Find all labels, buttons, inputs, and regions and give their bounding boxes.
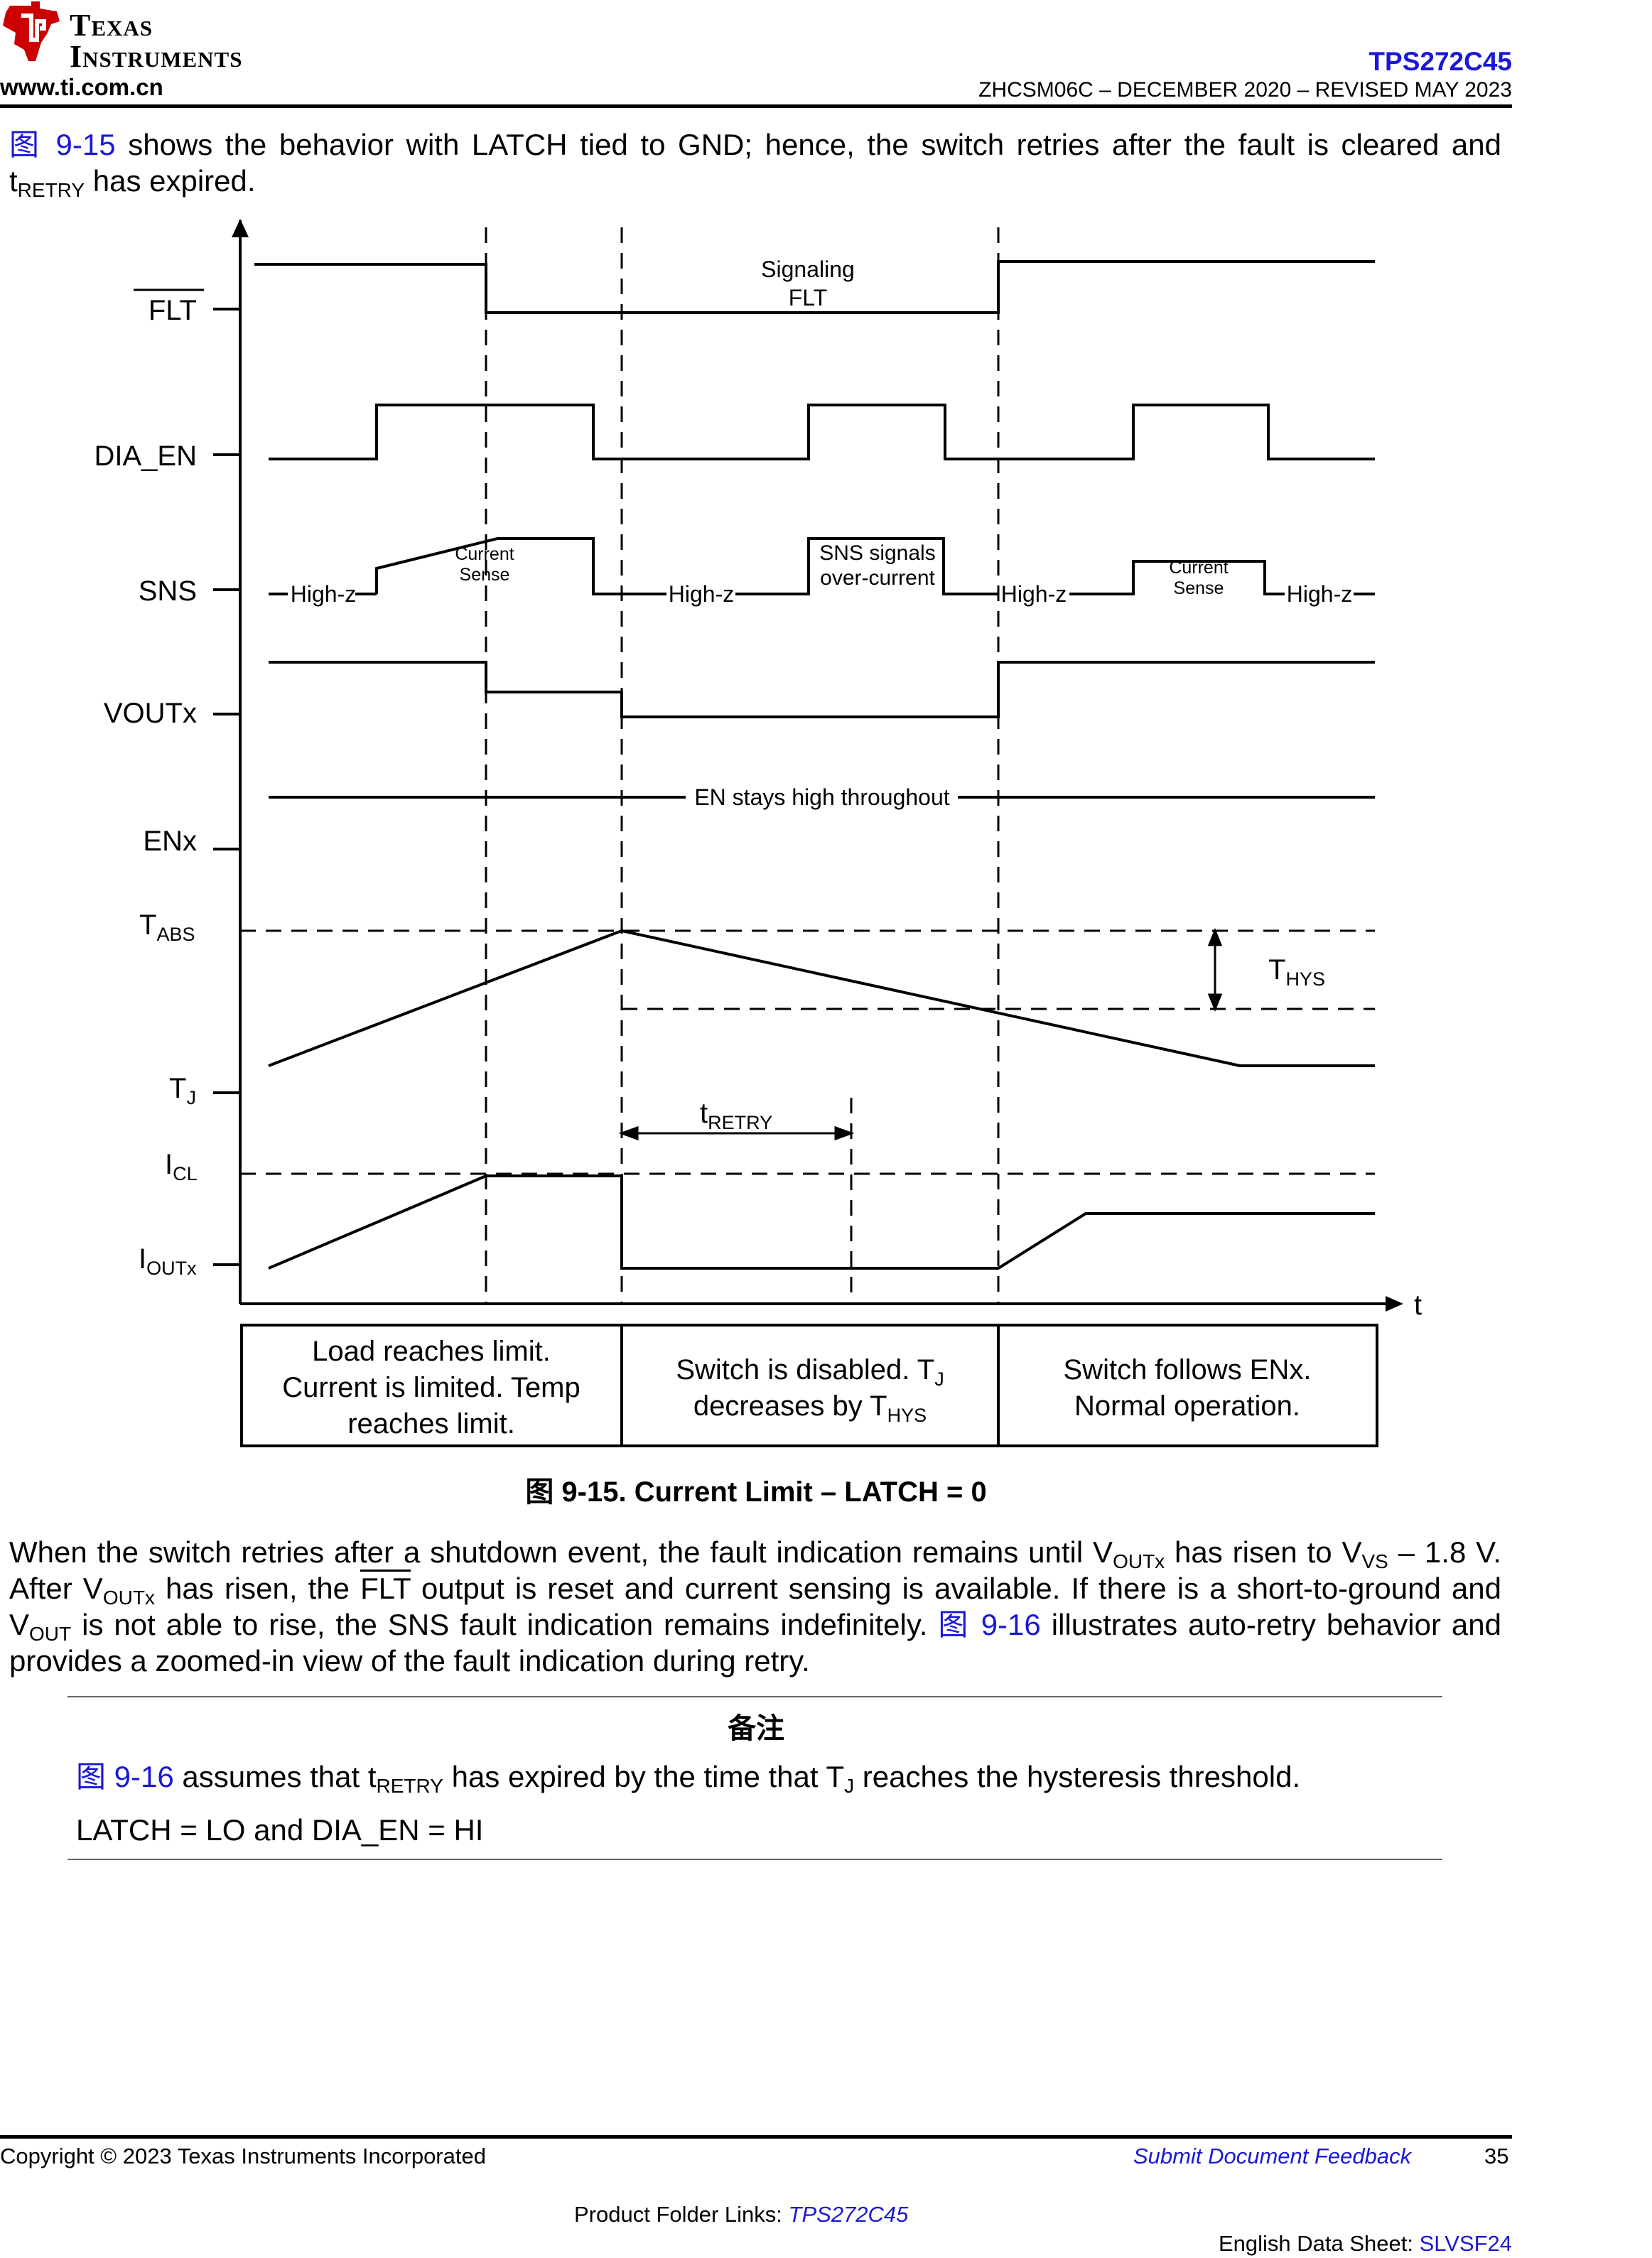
ti-logo-icon	[3, 1, 60, 61]
footer-rule	[0, 2135, 1512, 2139]
annot-signaling-2: FLT	[789, 285, 828, 310]
dashed-guides	[240, 227, 1375, 1304]
label-enx: ENx	[143, 826, 197, 857]
submit-feedback-link[interactable]: Submit Document Feedback	[1133, 2144, 1412, 2168]
x-axis-arrow	[1386, 1296, 1403, 1312]
annot-tretry: tRETRY	[700, 1098, 772, 1133]
para2-line1: When the switch retries after a shutdown…	[9, 1535, 1502, 1572]
website-link[interactable]: www.ti.com.cn	[0, 74, 163, 100]
annot-highz-3: High-z	[1001, 581, 1067, 607]
para2-line2: After VOUTx has risen, the FLT output is…	[9, 1570, 1501, 1608]
box3-line1: Switch follows ENx.	[1064, 1354, 1312, 1385]
intro-text-b: has expired.	[85, 164, 256, 198]
figure-ref-9-16[interactable]: 图 9-16	[938, 1608, 1041, 1641]
header-rule	[0, 104, 1512, 108]
note-line1: 图 9-16 assumes that tRETRY has expired b…	[76, 1760, 1301, 1797]
measure-arrows	[618, 927, 1223, 1141]
annot-current-1: Current	[455, 544, 514, 564]
box2-line2: decreases by THYS	[693, 1390, 927, 1426]
annot-en-stays: EN stays high throughout	[694, 784, 949, 810]
thys-arrow-down	[1207, 993, 1223, 1012]
intro-line2: tRETRY has expired.	[9, 163, 256, 201]
note-top-rule	[68, 1696, 1442, 1697]
label-tabs: TABS	[139, 909, 195, 945]
intro-t: t	[9, 164, 18, 198]
annot-sense-2: Sense	[1174, 578, 1224, 598]
label-ioutx: IOUTx	[139, 1243, 197, 1279]
product-folder-links: Product Folder Links: TPS272C45	[574, 2202, 909, 2227]
label-sns: SNS	[139, 576, 197, 607]
note-title: 备注	[728, 1713, 784, 1744]
box1-line3: reaches limit.	[347, 1408, 515, 1439]
annot-highz-2: High-z	[669, 581, 734, 607]
diagram-traces	[213, 219, 1403, 1312]
trace-tj	[268, 929, 1375, 1067]
logo-line1: Texas	[70, 8, 153, 43]
intro-line1: 图 9-15 shows the behavior with LATCH tie…	[9, 126, 1501, 163]
part-number[interactable]: TPS272C45	[1368, 47, 1512, 76]
annot-over-current: over-current	[820, 566, 935, 590]
annot-current-2: Current	[1169, 558, 1228, 578]
tretry-arrow-right	[834, 1125, 855, 1141]
english-data-sheet: English Data Sheet: SLVSF24	[1218, 2231, 1512, 2256]
t-axis-label: t	[1414, 1290, 1422, 1321]
phase-box-frame	[240, 1324, 1378, 1447]
logo-line2: Instruments	[70, 39, 243, 74]
trace-voutx	[269, 661, 1375, 718]
trace-flt	[254, 260, 1375, 314]
trace-sns-current-sense	[375, 537, 666, 595]
signal-labels: FLT DIA_EN SNS VOUTx ENx TABS TJ ICL IOU…	[95, 288, 204, 1279]
thys-arrow-up	[1207, 927, 1223, 946]
y-axis-arrow	[232, 219, 249, 237]
label-voutx: VOUTx	[104, 698, 197, 729]
trace-ioutx	[268, 1174, 1375, 1270]
para2-line4: provides a zoomed-in view of the fault i…	[9, 1644, 810, 1678]
annot-sns-signals: SNS signals	[819, 541, 935, 565]
intro-t-sub: RETRY	[17, 179, 85, 201]
box1-line1: Load reaches limit.	[312, 1336, 551, 1367]
para2-line3: VOUT is not able to rise, the SNS fault …	[9, 1608, 1501, 1645]
annot-sense-1: Sense	[460, 565, 510, 585]
label-icl: ICL	[165, 1149, 198, 1184]
tretry-arrow-left	[618, 1125, 639, 1141]
label-tj: TJ	[169, 1073, 196, 1108]
trace-dia-en	[269, 404, 1375, 460]
timing-diagram: FLT DIA_EN SNS VOUTx ENx TABS TJ ICL IOU…	[95, 219, 1422, 1447]
intro-text-a: shows the behavior with LATCH tied to GN…	[115, 128, 1501, 161]
phase-box-texts: Load reaches limit. Current is limited. …	[282, 1336, 1311, 1439]
note-bottom-rule	[68, 1859, 1442, 1860]
label-dia-en: DIA_EN	[95, 441, 198, 472]
trace-sns-overcurrent	[735, 537, 998, 595]
copyright: Copyright © 2023 Texas Instruments Incor…	[0, 2144, 486, 2168]
annot-thys: THYS	[1268, 954, 1325, 990]
note-line2: LATCH = LO and DIA_EN = HI	[76, 1813, 484, 1847]
annotation-labels: Signaling FLT High-z Current Sense High-…	[291, 256, 1422, 1321]
box3-line2: Normal operation.	[1074, 1390, 1300, 1422]
note-figure-ref-9-16[interactable]: 图 9-16	[76, 1760, 174, 1793]
page-number: 35	[1484, 2144, 1509, 2168]
figure-caption: 图 9-15. Current Limit – LATCH = 0	[525, 1476, 987, 1508]
doc-id: ZHCSM06C – DECEMBER 2020 – REVISED MAY 2…	[978, 78, 1512, 102]
box2-line1: Switch is disabled. TJ	[676, 1354, 944, 1390]
annot-highz-1: High-z	[291, 581, 356, 607]
figure-ref-9-15[interactable]: 图 9-15	[9, 128, 116, 161]
ti-logo-wordmark: Texas Instruments	[70, 10, 242, 72]
box1-line2: Current is limited. Temp	[282, 1372, 580, 1403]
annot-highz-4: High-z	[1287, 581, 1352, 607]
english-data-sheet-link[interactable]: SLVSF24	[1419, 2231, 1512, 2256]
para2: When the switch retries after a shutdown…	[9, 1534, 1501, 1679]
phase-boxes	[240, 1324, 1378, 1447]
annot-signaling-1: Signaling	[761, 256, 855, 282]
product-folder-link[interactable]: TPS272C45	[788, 2202, 909, 2227]
trace-sns-current-sense-2	[1069, 560, 1285, 595]
label-flt: FLT	[149, 295, 197, 326]
